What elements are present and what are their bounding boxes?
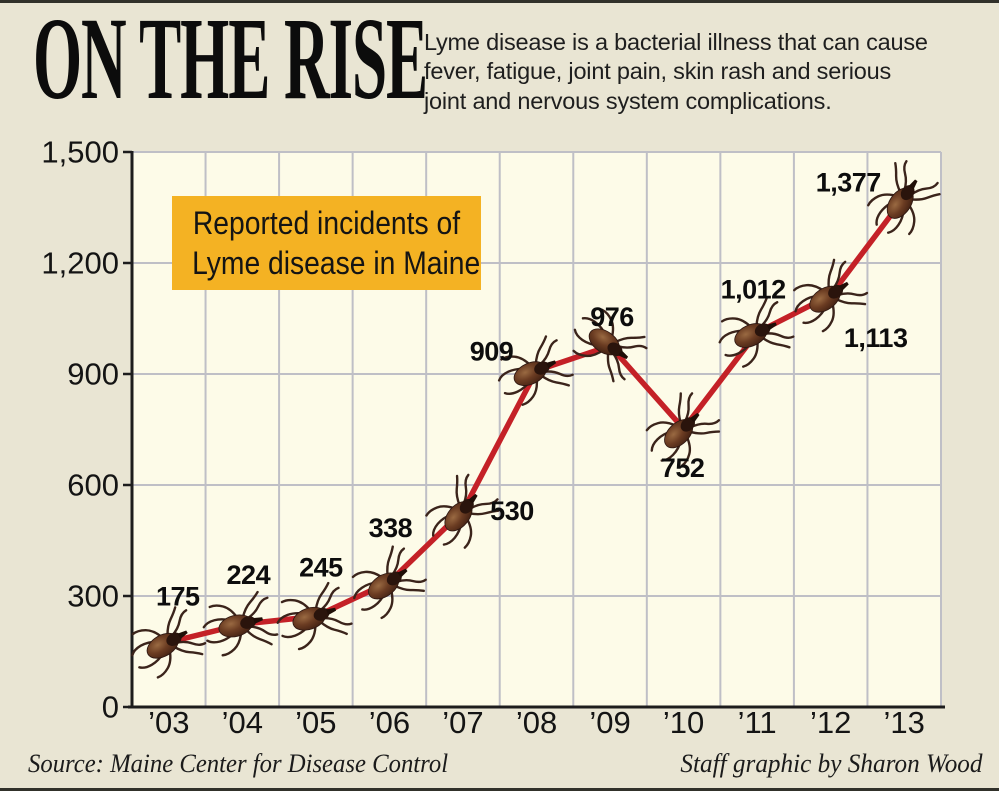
x-axis-label: ’07 <box>442 705 483 740</box>
data-value-label: 1,377 <box>816 168 881 198</box>
x-axis-label: ’13 <box>884 705 925 740</box>
data-value-label: 245 <box>299 552 343 582</box>
data-value-label: 1,012 <box>721 275 786 305</box>
data-value-label: 530 <box>490 496 534 526</box>
x-axis-label: ’06 <box>369 705 410 740</box>
data-value-label: 976 <box>590 302 634 332</box>
bottom-frame-rule <box>0 788 999 791</box>
description-line-1: Lyme disease is a bacterial illness that… <box>424 29 928 55</box>
source-credit: Source: Maine Center for Disease Control <box>28 749 449 778</box>
chart-title-line-2: Lyme disease in Maine <box>192 245 481 281</box>
y-axis-label: 900 <box>67 357 119 392</box>
y-axis-label: 600 <box>67 468 119 503</box>
x-axis-label: ’04 <box>222 705 263 740</box>
x-axis-label: ’09 <box>589 705 630 740</box>
data-value-label: 1,113 <box>844 323 908 353</box>
data-value-label: 909 <box>470 337 514 367</box>
x-axis-label: ’12 <box>810 705 851 740</box>
data-value-label: 175 <box>156 581 200 611</box>
data-value-label: 752 <box>661 453 705 483</box>
data-value-label: 224 <box>227 560 271 590</box>
x-axis-label: ’08 <box>516 705 557 740</box>
description-line-2: fever, fatigue, joint pain, skin rash an… <box>424 58 892 85</box>
y-axis-label: 1,200 <box>41 246 119 281</box>
top-frame-rule <box>0 0 999 3</box>
description-line-3: joint and nervous system complications. <box>424 87 832 114</box>
x-axis-label: ’11 <box>738 705 777 740</box>
chart-title-line-1: Reported incidents of <box>192 205 461 241</box>
headline: ON THE RISE <box>33 0 428 124</box>
x-axis-label: ’05 <box>295 705 336 740</box>
chart-description: Lyme disease is a bacterial illness that… <box>424 28 928 116</box>
y-axis-label: 0 <box>102 690 119 725</box>
graphic-credit: Staff graphic by Sharon Wood <box>680 749 983 778</box>
y-axis-label: 300 <box>67 579 119 614</box>
x-axis-label: ’03 <box>148 705 189 740</box>
x-axis-label: ’10 <box>663 705 704 740</box>
y-axis-label: 1,500 <box>41 135 119 170</box>
data-value-label: 338 <box>369 513 413 543</box>
chart-title-box: Reported incidents of Lyme disease in Ma… <box>172 196 481 290</box>
